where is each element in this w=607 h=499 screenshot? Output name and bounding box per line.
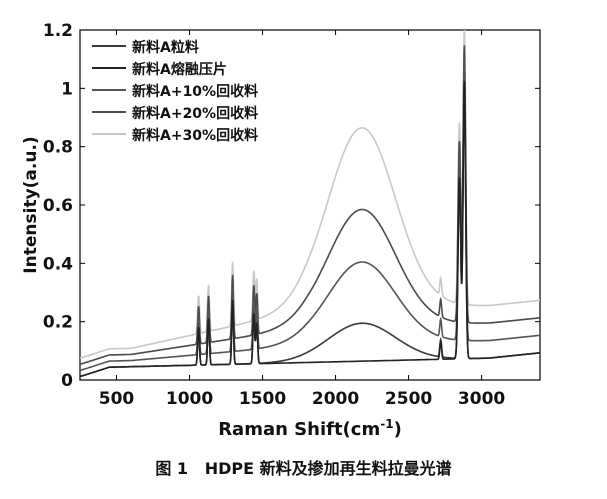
chart-svg: 0 0.2 0.4 0.6 0.8 1 1.2 500 1000 1500 2000 2500 3000… [21,21,541,440]
series-line-1 [79,81,540,378]
y-tick-label: 0.8 [43,138,73,158]
figure-caption: 图 1 HDPE 新料及掺加再生料拉曼光谱 [155,459,452,478]
y-tick-label: 0 [61,371,73,391]
y-tick-label: 1 [61,79,73,99]
x-tick-label: 2500 [385,389,432,409]
y-tick-label: 0.6 [43,196,73,216]
x-axis-label-main: Raman Shift(cm [218,419,380,440]
x-tick-label: 1000 [166,389,213,409]
x-tick-label: 1500 [239,389,286,409]
legend-label-4: 新料A+30%回收料 [132,127,258,144]
x-axis-label-sup: -1 [380,417,393,431]
series-line-4 [79,29,540,359]
x-tick-label: 3000 [458,389,505,409]
legend-label-1: 新料A熔融压片 [132,61,227,78]
y-tick-label: 0.2 [43,313,73,333]
x-axis-label-tail: ) [394,419,402,440]
plot-frame [79,29,541,381]
y-tick-label: 1.2 [43,21,73,41]
legend-label-2: 新料A+10%回收料 [132,83,258,100]
y-tick-label: 0.4 [43,254,73,274]
series-line-0 [79,81,540,378]
x-tick-label: 2000 [312,389,359,409]
legend-label-3: 新料A+20%回收料 [132,105,258,122]
legend-label-0: 新料A粒料 [132,39,199,56]
x-tick-label: 500 [99,389,135,409]
x-axis-label: Raman Shift(cm-1) [218,417,402,440]
y-axis-label: Intensity(a.u.) [21,136,41,273]
